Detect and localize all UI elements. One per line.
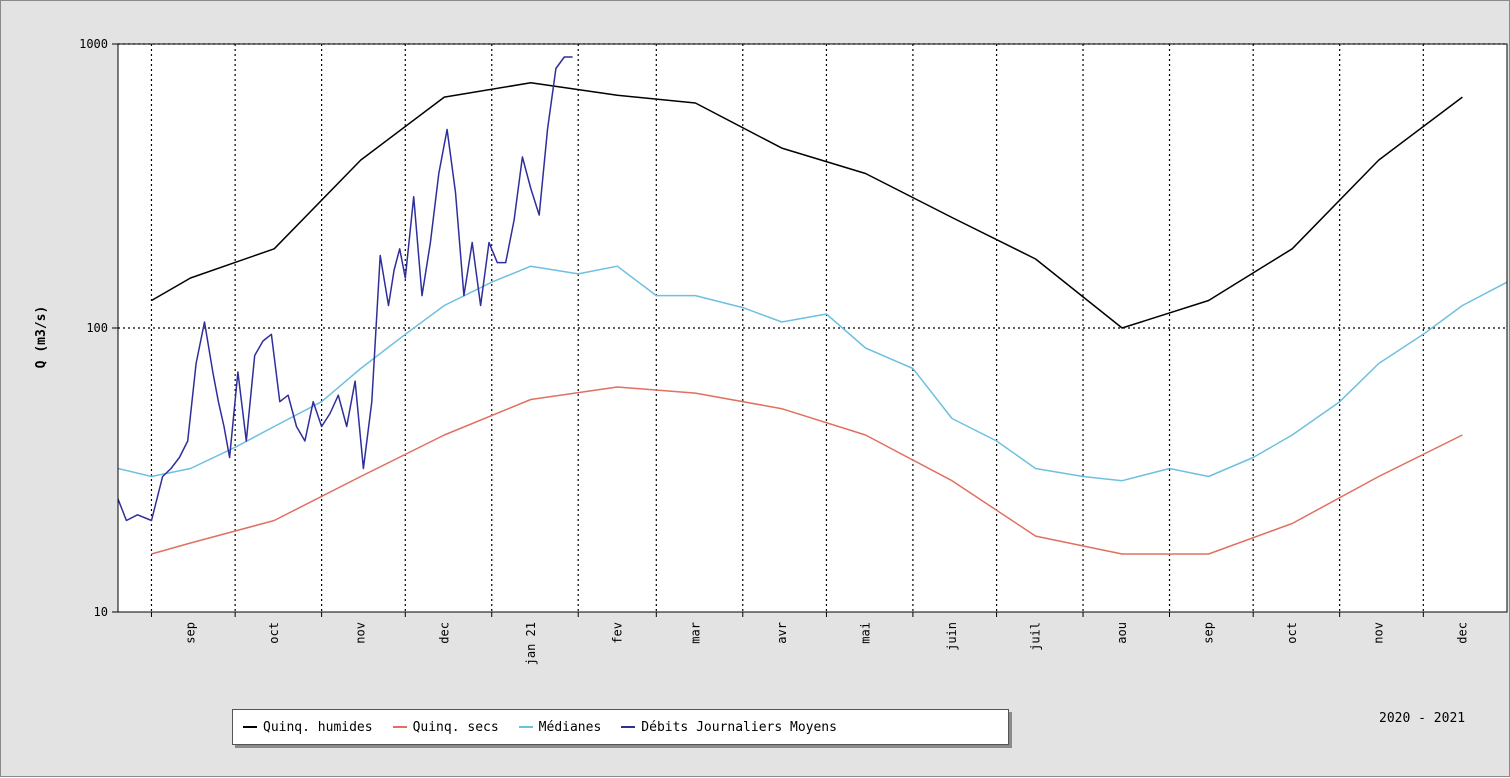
series-lines (117, 56, 1508, 555)
x-tick-label-8: mai (858, 622, 872, 644)
legend-item-1: Quinq. secs (392, 719, 499, 735)
x-tick-label-14: nov (1372, 622, 1386, 644)
legend-swatch-0 (243, 726, 257, 728)
legend-item-2: Médianes (518, 719, 602, 735)
legend-label-1: Quinq. secs (412, 719, 499, 735)
x-tick-label-4: jan 21 (524, 622, 538, 665)
legend-swatch-2 (518, 726, 533, 728)
series-line-1 (151, 386, 1463, 555)
series-line-2 (117, 265, 1508, 482)
y-axis-label: Q (m3/s) (34, 306, 49, 369)
legend-item-3: Débits Journaliers Moyens (621, 720, 837, 735)
x-tick-label-3: dec (437, 622, 451, 644)
x-tick-label-13: oct (1285, 622, 1299, 644)
legend-label-0: Quinq. humides (263, 719, 373, 735)
y-tick-label-2: 1000 (79, 37, 108, 51)
x-tick-label-2: nov (354, 622, 368, 644)
y-axis-ticks: 10 100 1000 (79, 37, 118, 619)
y-tick-label-1: 100 (86, 321, 108, 335)
period-label: 2020 - 2021 (1379, 711, 1466, 726)
x-tick-label-0: sep (184, 622, 198, 644)
legend-label-2: Médianes (538, 719, 602, 735)
series-line-0 (151, 82, 1463, 329)
y-tick-label-0: 10 (94, 605, 108, 619)
x-tick-label-15: dec (1455, 622, 1469, 644)
legend-swatch-3 (621, 726, 636, 728)
legend-swatch-1 (392, 726, 407, 728)
x-tick-label-6: mar (688, 622, 702, 644)
x-tick-label-7: avr (775, 622, 789, 644)
x-tick-label-9: juin (945, 622, 959, 651)
x-tick-label-5: fev (610, 622, 624, 644)
x-tick-label-12: sep (1202, 622, 1216, 644)
chart-legend: Quinq. humides Quinq. secs Médianes Débits … (232, 709, 1009, 745)
legend-item-0: Quinq. humides (243, 720, 373, 735)
x-tick-label-1: oct (267, 622, 281, 644)
x-tick-label-11: aou (1115, 622, 1129, 644)
x-tick-label-10: juil (1029, 622, 1043, 651)
series-line-3 (117, 56, 573, 522)
x-axis-ticks: sep oct nov dec jan 21 fev mar avr mai juin juil ao… (150, 612, 1469, 665)
legend-label-3: Débits Journaliers Moyens (641, 719, 837, 735)
